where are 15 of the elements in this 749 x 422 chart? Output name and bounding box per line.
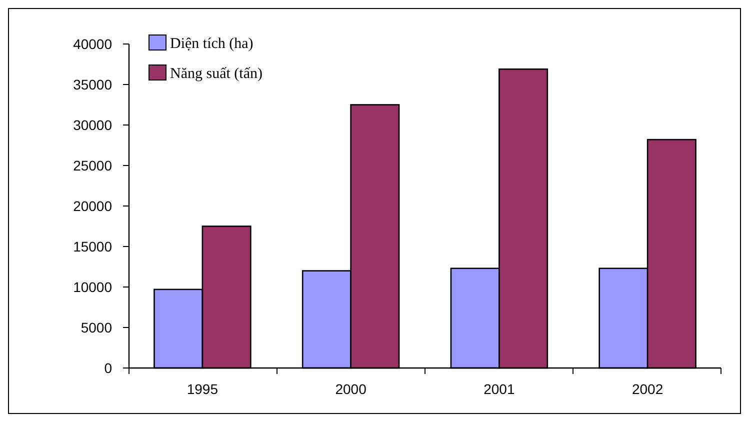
- y-tick-label: 30000: [73, 116, 112, 133]
- y-tick-label: 10000: [73, 278, 112, 295]
- y-tick-label: 40000: [73, 36, 112, 52]
- y-tick-label: 15000: [73, 238, 112, 254]
- x-tick-label: 2001: [484, 381, 515, 397]
- y-tick-label: 20000: [73, 198, 112, 214]
- y-tick-label: 25000: [73, 157, 112, 174]
- y-tick-label: 5000: [80, 319, 112, 336]
- legend-label: Năng suất (tấn): [170, 66, 262, 82]
- x-tick-label: 2002: [632, 381, 664, 397]
- y-tick-label: 35000: [73, 76, 112, 92]
- y-tick-label: 0: [104, 360, 112, 376]
- legend-label: Diện tích (ha): [170, 36, 254, 52]
- x-tick-label: 2000: [335, 381, 367, 397]
- x-tick-label: 1995: [186, 381, 218, 397]
